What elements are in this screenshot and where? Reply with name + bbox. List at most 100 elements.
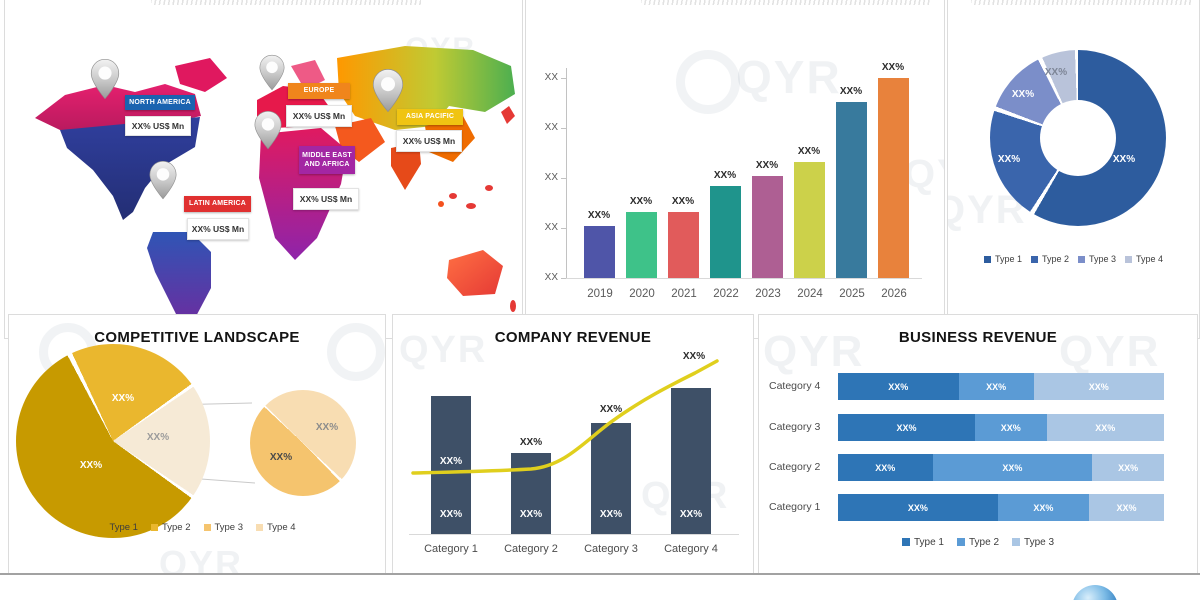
category-label: Category 3 bbox=[584, 543, 638, 555]
panel-company-revenue: QYR QYR COMPANY REVENUE XX% XX% XX% XX% … bbox=[392, 314, 754, 574]
bar-category-1 bbox=[431, 396, 471, 534]
stacked-bar-category-1: XX% XX% XX% bbox=[838, 494, 1164, 521]
map-pin-asia-pacific bbox=[372, 69, 404, 113]
segment-label: XX% bbox=[875, 462, 896, 473]
region-label-north-america: NORTH AMERICA bbox=[125, 95, 195, 110]
bar-data-label: XX% bbox=[671, 196, 695, 207]
panel-competitive-landscape: QYR COMPETITIVE LANDSCAPE XX% XX% XX% XX… bbox=[8, 314, 386, 574]
clipped-panel-title bbox=[151, 0, 421, 5]
region-value-europe: XX% US$ Mn bbox=[286, 105, 352, 127]
region-label-asia-pacific: ASIA PACIFIC bbox=[397, 109, 463, 125]
region-value-latin-america: XX% US$ Mn bbox=[187, 218, 249, 240]
legend-item: Type 4 bbox=[256, 522, 296, 533]
legend-swatch bbox=[1125, 256, 1133, 263]
legend-label: Type 4 bbox=[1136, 254, 1164, 264]
bar-2021 bbox=[668, 212, 699, 278]
bar-category-3 bbox=[591, 423, 631, 534]
segment-label: XX% bbox=[1000, 422, 1021, 433]
x-tick-2020: 2020 bbox=[629, 288, 655, 300]
bar-data-label: XX% bbox=[881, 62, 905, 73]
secondary-pie bbox=[250, 390, 356, 496]
region-value-middle-east-africa: XX% US$ Mn bbox=[293, 188, 359, 210]
segment-label: XX% bbox=[1088, 381, 1109, 392]
donut-hole bbox=[1040, 100, 1116, 176]
segment-label: XX% bbox=[888, 381, 909, 392]
y-tick: XX bbox=[544, 172, 558, 183]
line-label: XX% bbox=[519, 437, 543, 448]
category-label: Category 1 bbox=[769, 501, 821, 513]
segment-type1: XX% bbox=[838, 414, 975, 441]
x-axis bbox=[409, 534, 739, 535]
legend-swatch bbox=[901, 538, 910, 546]
segment-label: XX% bbox=[1033, 502, 1054, 513]
donut-label-type3: XX% bbox=[1011, 89, 1035, 100]
segment-type2: XX% bbox=[958, 373, 1034, 400]
legend-label: Type 3 bbox=[1024, 537, 1055, 548]
legend-swatch bbox=[1078, 256, 1085, 263]
map-pin-middle-east-africa bbox=[254, 110, 282, 150]
business-legend: Type 1 Type 2 Type 3 bbox=[759, 537, 1197, 548]
segment-label: XX% bbox=[907, 502, 928, 513]
bar-2024 bbox=[794, 162, 825, 278]
legend-swatch bbox=[150, 524, 158, 531]
map-pin-europe bbox=[259, 54, 285, 91]
legend-label: Type 1 bbox=[913, 537, 944, 548]
segment-type2: XX% bbox=[932, 454, 1093, 481]
qyr-watermark: QYR bbox=[904, 152, 944, 196]
bar-data-label: XX% bbox=[713, 170, 737, 181]
y-axis bbox=[566, 68, 567, 278]
legend-swatch bbox=[956, 538, 965, 546]
qyr-watermark-ring bbox=[676, 50, 740, 114]
legend-item: Type 3 bbox=[1078, 254, 1116, 264]
legend-item: Type 4 bbox=[1125, 254, 1163, 264]
region-value-asia-pacific: XX% US$ Mn bbox=[396, 130, 462, 152]
y-tick: XX bbox=[544, 272, 558, 283]
category-label: Category 2 bbox=[769, 461, 821, 473]
category-label: Category 3 bbox=[769, 421, 821, 433]
y-tick: XX bbox=[544, 222, 558, 233]
segment-type2: XX% bbox=[974, 414, 1047, 441]
x-axis bbox=[566, 278, 922, 279]
region-label-middle-east-africa: MIDDLE EAST AND AFRICA bbox=[299, 146, 355, 174]
x-tick-2021: 2021 bbox=[671, 288, 697, 300]
segment-label: XX% bbox=[896, 422, 917, 433]
category-label: Category 2 bbox=[504, 543, 558, 555]
segment-type1: XX% bbox=[838, 454, 933, 481]
y-tick: XX bbox=[544, 122, 558, 133]
qyr-watermark: QYR bbox=[736, 51, 842, 103]
qyr-watermark: QYR bbox=[159, 543, 244, 574]
qyr-watermark: QYR bbox=[763, 327, 865, 376]
bar-data-label: XX% bbox=[679, 509, 703, 520]
category-label: Category 1 bbox=[424, 543, 478, 555]
y-tick: XX bbox=[544, 72, 558, 83]
segment-type2: XX% bbox=[997, 494, 1089, 521]
region-label-line2: AND AFRICA bbox=[304, 161, 350, 168]
stacked-bar-category-2: XX% XX% XX% bbox=[838, 454, 1164, 481]
x-tick-2022: 2022 bbox=[713, 288, 739, 300]
bar-2019 bbox=[584, 226, 615, 278]
legend-swatch bbox=[203, 524, 211, 531]
legend-item: Type 2 bbox=[1030, 254, 1069, 264]
x-tick-2023: 2023 bbox=[755, 288, 781, 300]
x-tick-2025: 2025 bbox=[839, 288, 865, 300]
stacked-bar-category-3: XX% XX% XX% bbox=[838, 414, 1164, 441]
bar-data-label: XX% bbox=[599, 509, 623, 520]
bar-category-4 bbox=[671, 388, 711, 534]
bar-2023 bbox=[752, 176, 783, 278]
bar-data-label: XX% bbox=[519, 509, 543, 520]
legend-item: Type 1 bbox=[98, 522, 138, 533]
stacked-bar-category-4: XX% XX% XX% bbox=[838, 373, 1164, 400]
legend-swatch bbox=[1030, 256, 1038, 263]
bar-data-label: XX% bbox=[839, 86, 863, 97]
segment-type3: XX% bbox=[1092, 454, 1164, 481]
donut-label-type4: XX% bbox=[1044, 67, 1068, 78]
x-tick-2019: 2019 bbox=[587, 288, 613, 300]
panel-market-by-year: QYR QYR XX XX XX XX XX XX% XX% XX% XX% X… bbox=[525, 0, 945, 339]
panel-market-share-by-type: QYR XX% XX% XX% XX% Type 1 Type 2 Type 3… bbox=[947, 0, 1200, 339]
line-label: XX% bbox=[682, 351, 706, 362]
category-label: Category 4 bbox=[769, 380, 821, 392]
pie-label-expanded: XX% bbox=[146, 432, 170, 443]
segment-label: XX% bbox=[1116, 502, 1137, 513]
legend-item: Type 1 bbox=[983, 254, 1022, 264]
legend-item: Type 3 bbox=[203, 522, 243, 533]
